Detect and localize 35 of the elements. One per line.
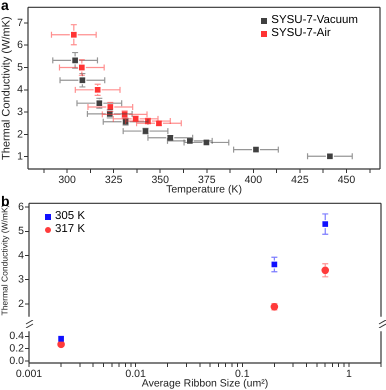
y-tick-label: 0.2 [9, 342, 24, 355]
y-tick-label: 1 [17, 150, 24, 163]
legend-label: 305 K [55, 210, 86, 223]
x-tick-label: 400 [244, 174, 262, 186]
y-axis-title: Thermal Conductivity (W/mK) [0, 16, 13, 160]
y-tick-label: 6 [18, 201, 24, 214]
x-tick-label: 450 [338, 174, 356, 186]
x-tick-label: 0.1 [234, 368, 250, 380]
x-tick-label: 1 [346, 368, 352, 380]
legend-label: SYSU-7-Air [271, 27, 331, 40]
y-tick-label: 4 [18, 249, 24, 262]
chart-title: a [1, 0, 9, 13]
y-tick-label: 0.0 [9, 355, 24, 368]
y-tick-label: 5 [17, 61, 24, 74]
y-tick-label: 6 [17, 39, 24, 52]
y-tick-label: 0.4 [9, 330, 24, 342]
x-tick-label: 375 [198, 174, 216, 186]
y-tick-label: 5 [18, 225, 24, 238]
x-tick-label: 325 [104, 174, 123, 186]
y-axis-title: Thermal Conductivity (W/mK) [0, 204, 10, 316]
legend-label: 317 K [55, 223, 86, 236]
x-tick-label: 0.01 [125, 368, 146, 380]
y-tick-label: 2 [17, 128, 24, 140]
legend-label: SYSU-7-Vacuum [271, 14, 358, 27]
x-axis-title: Average Ribbon Size (um²) [142, 378, 268, 390]
x-axis-title: Temperature (K) [166, 184, 242, 196]
y-tick-label: 3 [17, 106, 24, 118]
y-tick-label: 3 [18, 274, 24, 286]
x-tick-label: 350 [151, 174, 170, 186]
x-tick-label: 425 [291, 174, 309, 186]
y-tick-label: 4 [17, 84, 24, 96]
x-tick-label: 300 [58, 174, 76, 186]
y-tick-label: 7 [17, 16, 24, 29]
y-tick-label: 2 [18, 298, 24, 310]
x-tick-label: 0.001 [16, 368, 42, 380]
